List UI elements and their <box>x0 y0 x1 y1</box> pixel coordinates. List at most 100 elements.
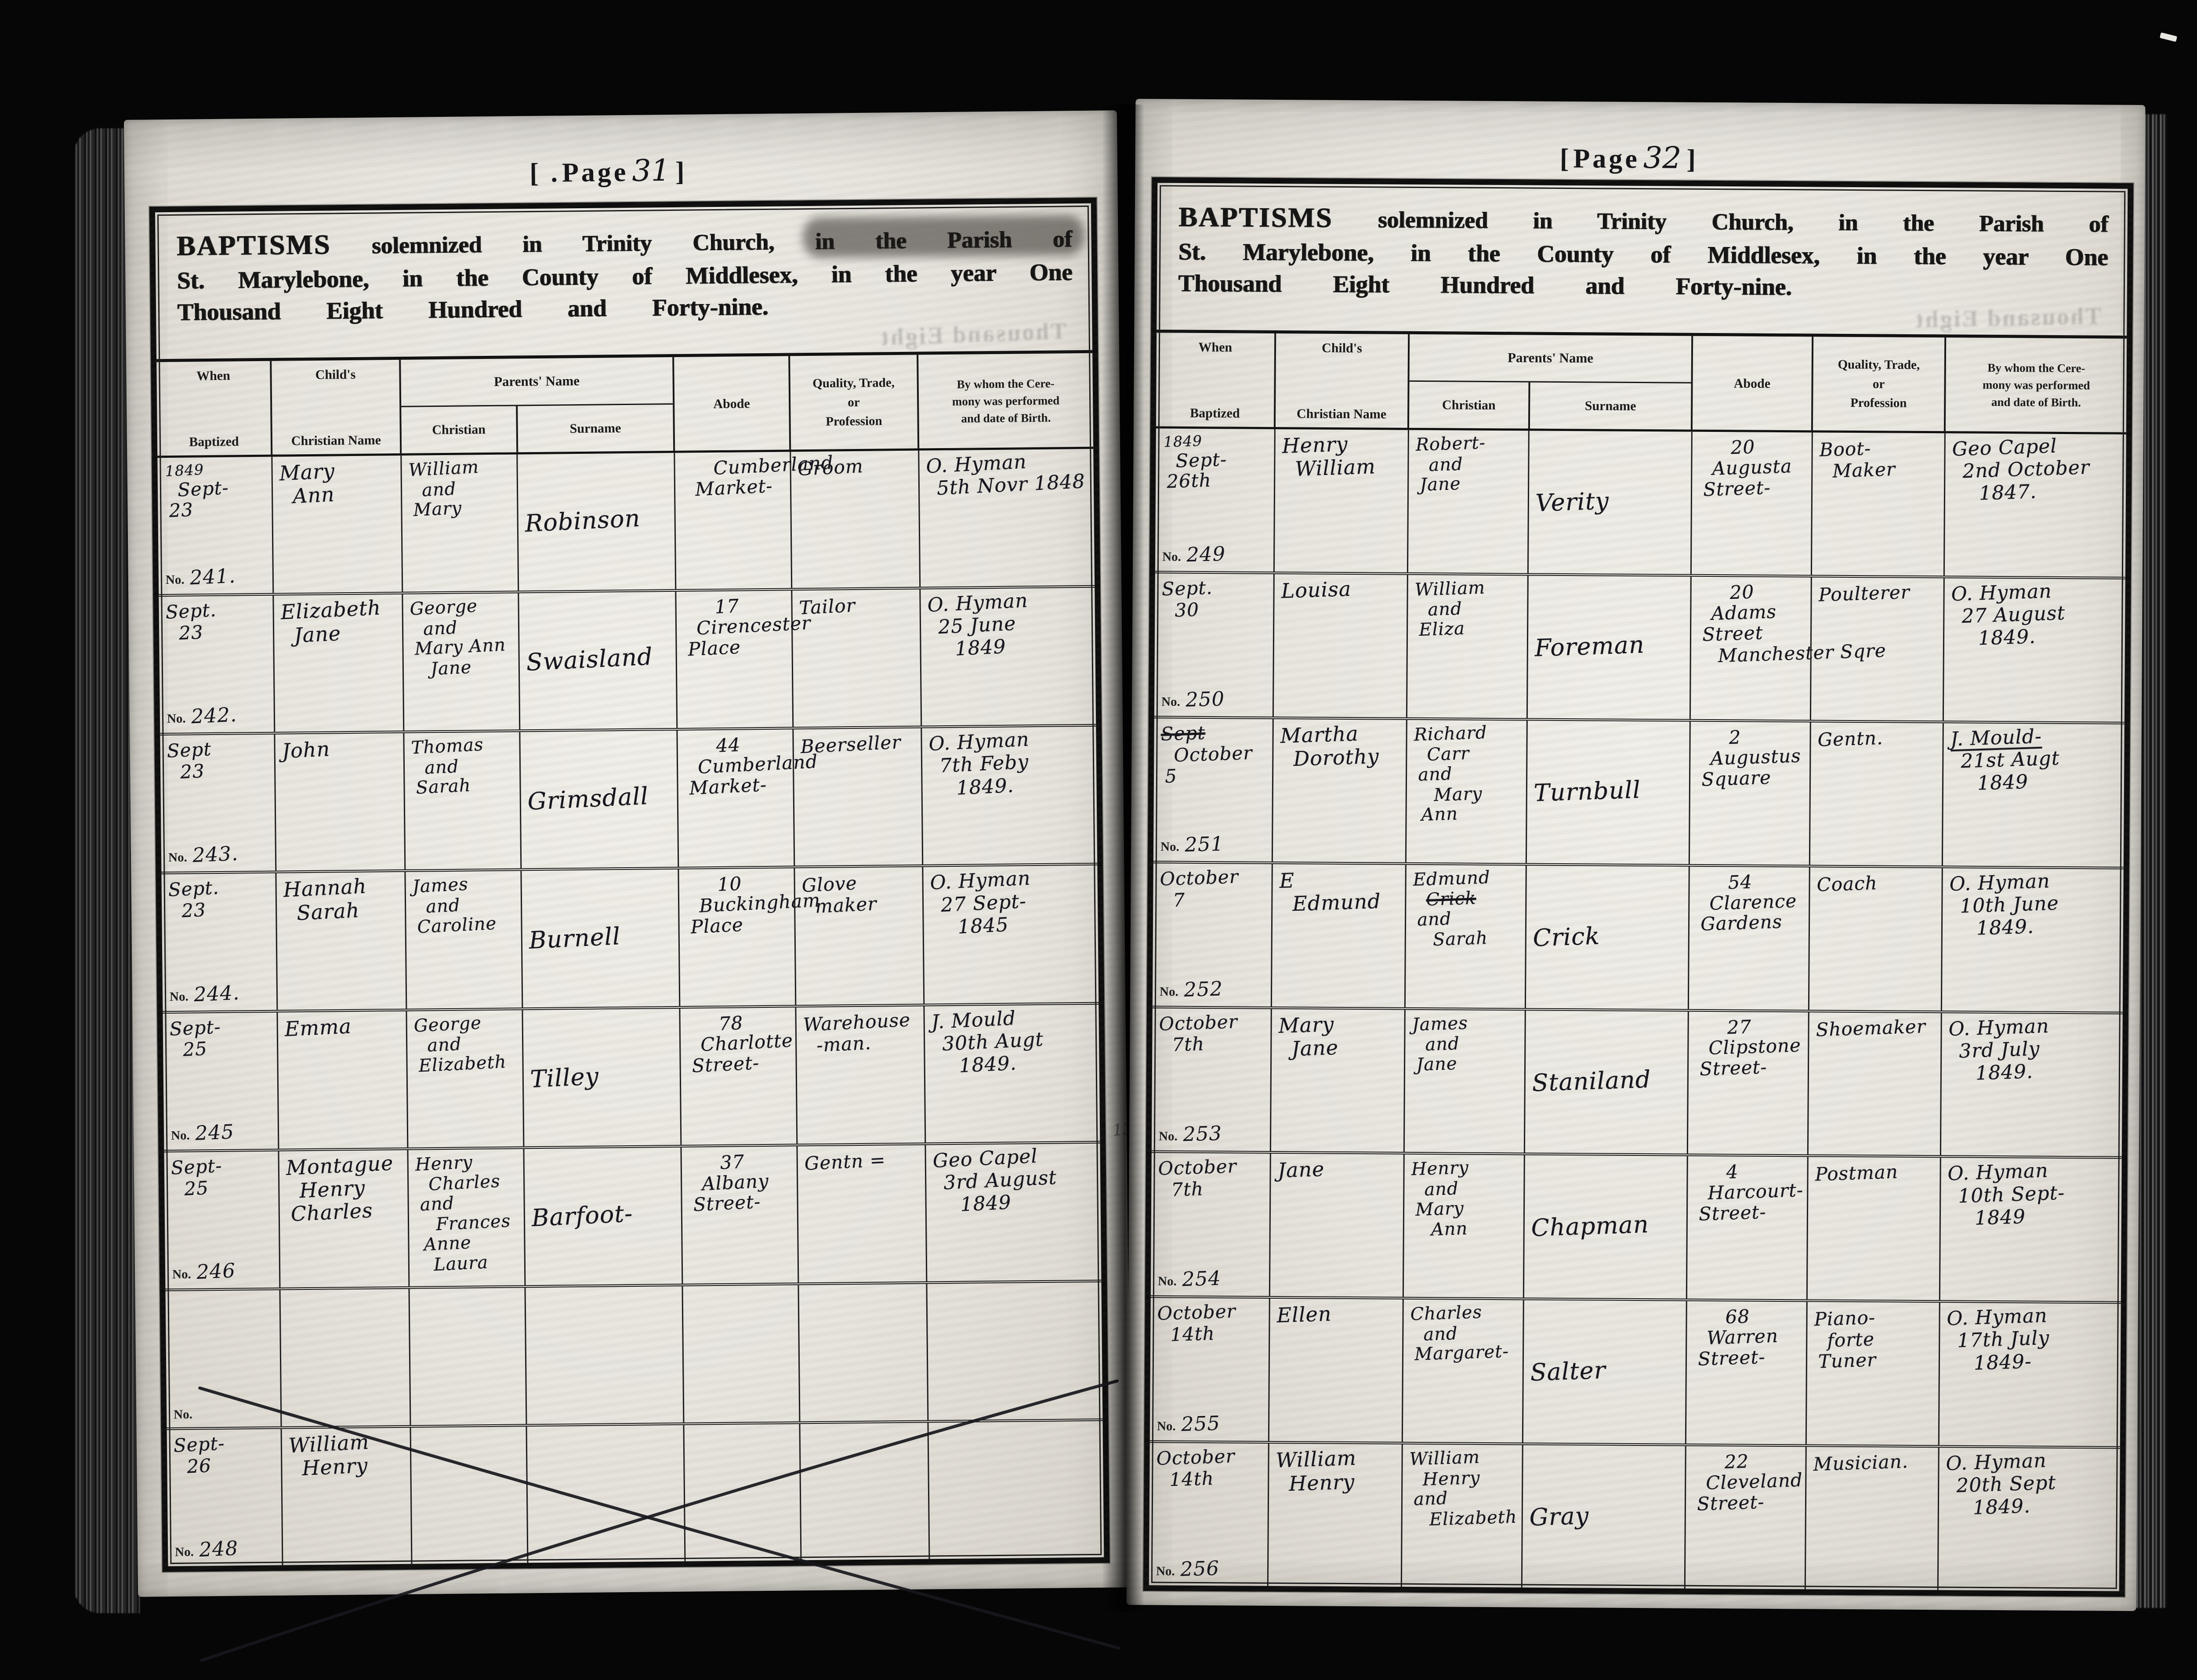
handwritten-entry-line: Jane <box>1416 1053 1458 1075</box>
header-parents-christian: Christian <box>1409 381 1530 429</box>
handwritten-entry-line: 1849. <box>1972 1495 2031 1520</box>
cell-child-name: Emma <box>278 1011 409 1149</box>
page-31: [ . Page 31 ] BAPTISMS solemnized in Tri… <box>123 110 1134 1662</box>
cell-parents-christian: James and Caroline <box>406 871 523 1009</box>
cell-by-whom: O. Hyman 10th Sept- 1849 <box>1940 1158 2122 1301</box>
bracket-close: ] <box>675 156 687 187</box>
handwritten-entry-line: Clipstone <box>1708 1034 1802 1059</box>
handwritten-entry-line: Gentn = <box>804 1148 886 1174</box>
register-row: Sept. 23 No. 244. Hannah Sarah James and Carolin… <box>161 863 1099 1011</box>
handwritten-entry-line: Gray <box>1529 1502 1590 1532</box>
handwritten-entry-line: Sarah <box>296 898 360 925</box>
handwritten-entry-line: Staniland <box>1531 1065 1652 1097</box>
handwritten-entry-line: Ann <box>1431 1218 1468 1240</box>
handwritten-entry-line: Poulterer <box>1818 581 1911 606</box>
cell-child-name: Elizabeth Jane <box>274 594 405 732</box>
handwritten-entry-line: Tuner <box>1818 1349 1877 1372</box>
cell-child-name: Ellen <box>1269 1299 1404 1442</box>
cell-by-whom: O. Hyman 17th July 1849- <box>1940 1303 2121 1446</box>
handwritten-entry-line: 1849 <box>1974 1205 2026 1230</box>
register-row: 1849 Sept- 26th No. 249 Henry William Robert-an… <box>1155 428 2126 576</box>
handwritten-entry-line: 14th <box>1170 1322 1215 1346</box>
cell-surname <box>527 1425 686 1563</box>
register-row: October 7 No. 252 E Edmund Edmund Crick and Sarah… <box>1152 860 2124 1012</box>
cell-by-whom: O. Hyman 3rd July 1849. <box>1941 1013 2123 1156</box>
handwritten-entry-line: 17th July <box>1957 1327 2050 1352</box>
handwritten-entry-line: 7th <box>1171 1033 1205 1056</box>
cell-abode: Cumberland Market- <box>675 452 834 590</box>
entry-number: No. 256 <box>1156 1556 1220 1581</box>
cell-child-name <box>280 1289 411 1427</box>
cell-by-whom <box>928 1421 1104 1559</box>
handwritten-entry-line: Charles <box>1410 1302 1483 1325</box>
cell-parents-christian: Henry Charles and Frances Anne Laura <box>408 1148 526 1286</box>
cell-quality-trade: Poulterer <box>1811 577 1945 721</box>
cell-when-baptized: 1849 Sept- 23 No. 241. <box>157 456 274 594</box>
baptism-register-table: BAPTISMS solemnized in Trinity Church, i… <box>1143 177 2134 1597</box>
register-row: October 7th No. 253 Mary Jane James and Jane Stan… <box>1151 1005 2123 1157</box>
header-parents-surname: Surname <box>1584 398 1636 413</box>
handwritten-entry-line: Street- <box>1699 1056 1768 1080</box>
cell-quality-trade: Boot- Maker <box>1812 432 1946 576</box>
handwritten-entry-line: Turnbull <box>1533 775 1641 807</box>
cell-child-name: Louisa <box>1273 574 1409 717</box>
cell-quality-trade: Glove maker <box>795 867 925 1005</box>
handwritten-entry-line: Augusta <box>1711 455 1792 479</box>
cell-child-name: Jane <box>1270 1154 1405 1297</box>
handwritten-entry-line: Louisa <box>1280 576 1352 603</box>
register-row: Sept- 25 No. 245 Emma George and Elizabeth Tille… <box>163 1002 1100 1150</box>
entry-number: No. 242. <box>167 702 237 728</box>
handwritten-entry-line: October <box>1173 742 1253 766</box>
header-childs: Child's <box>1321 340 1362 356</box>
handwritten-entry-line: Crick <box>1532 922 1601 952</box>
cell-when-baptized: October 14th No. 255 <box>1149 1298 1270 1441</box>
cell-abode: 2 Augustus Square <box>1689 721 1811 865</box>
register-row: No. <box>165 1279 1103 1427</box>
register-rows: 1849 Sept- 26th No. 249 Henry William Robert-an… <box>1149 428 2126 1591</box>
handwritten-entry-line: October <box>1159 865 1239 890</box>
column-header-row: When Baptized Child's Christian Name Par… <box>1156 333 2127 434</box>
handwritten-entry-line: Swaisland <box>526 642 654 677</box>
cell-parents-christian: George and Elizabeth <box>407 1010 525 1148</box>
handwritten-entry-line: Henry <box>1411 1158 1469 1180</box>
cell-child-name: Henry William <box>1274 429 1410 572</box>
handwritten-entry-line: Boot- <box>1819 437 1871 461</box>
header-when: When <box>1198 340 1233 355</box>
handwritten-entry-line: William <box>1414 577 1486 600</box>
column-header-when-baptized: When Baptized <box>156 361 273 456</box>
cell-when-baptized: October 7th No. 253 <box>1151 1008 1272 1151</box>
handwritten-entry-line: Place <box>687 636 741 660</box>
handwritten-entry-line: Jane <box>1419 474 1461 496</box>
cell-quality-trade: Postman <box>1807 1157 1942 1300</box>
cell-parents-christian: Richard Carr and Mary Ann <box>1407 720 1528 863</box>
cell-quality-trade: Warehouse -man. <box>796 1006 926 1144</box>
cell-when-baptized: Sept 23 No. 243. <box>160 734 277 872</box>
handwritten-entry-line: Ann <box>1421 804 1459 826</box>
cell-by-whom: O. Hyman 27 August 1849. <box>1944 578 2125 721</box>
cell-surname: Staniland <box>1525 1010 1689 1154</box>
handwritten-entry-line: Shoemaker <box>1815 1015 1926 1041</box>
handwritten-entry-line: John <box>281 737 331 763</box>
handwritten-entry-line: Mary <box>1278 1012 1334 1038</box>
handwritten-entry-line: 26th <box>1166 469 1212 492</box>
cell-by-whom: O. Hyman 10th June 1849. <box>1942 868 2124 1011</box>
cell-parents-christian <box>411 1427 529 1564</box>
handwritten-entry-line: Henry <box>1288 1469 1355 1495</box>
handwritten-entry-line: Barfoot- <box>531 1199 634 1232</box>
cell-by-whom <box>927 1282 1102 1420</box>
handwritten-entry-line: 1849. <box>1978 625 2037 650</box>
handwritten-entry-line: 7 <box>1172 889 1186 911</box>
handwritten-entry-line: Coach <box>1816 872 1878 896</box>
handwritten-entry-line: 1849. <box>1976 915 2034 940</box>
column-header-abode: Abode <box>1692 336 1813 431</box>
cell-by-whom: J. Mould 30th Augt 1849. <box>924 1004 1100 1142</box>
handwritten-entry-line: Elizabeth <box>418 1051 507 1076</box>
cell-by-whom: O. Hyman 20th Sept 1849. <box>1939 1448 2120 1591</box>
header-parents-surname: Surname <box>569 421 621 436</box>
handwritten-entry-line: Gentn. <box>1817 727 1883 751</box>
handwritten-entry-line: 23 <box>181 899 207 922</box>
handwritten-entry-line: Margaret- <box>1414 1341 1509 1365</box>
handwritten-entry-line: 23 <box>180 760 205 783</box>
cell-quality-trade: Musician. <box>1805 1447 1940 1590</box>
cell-when-baptized: Sept. 23 No. 242. <box>159 595 276 733</box>
